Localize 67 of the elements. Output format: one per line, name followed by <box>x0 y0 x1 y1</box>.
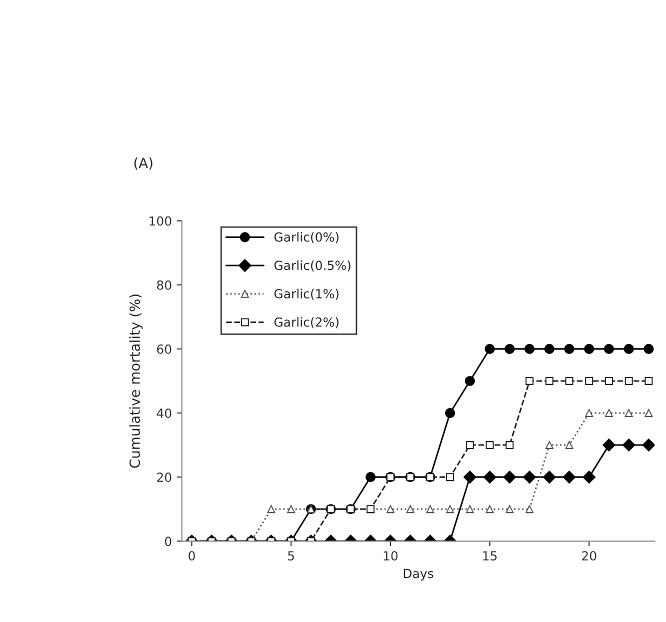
point <box>544 344 554 354</box>
point <box>463 470 476 484</box>
point <box>484 344 495 354</box>
point <box>565 441 574 450</box>
point <box>622 438 636 452</box>
point <box>545 441 554 450</box>
point <box>562 470 576 484</box>
point <box>644 376 653 385</box>
x-tick-label: 20 <box>582 551 596 561</box>
point <box>524 344 535 354</box>
point <box>526 376 534 385</box>
point <box>506 441 514 450</box>
point <box>466 441 474 450</box>
legend-label: Garlic(1%) <box>274 288 338 300</box>
y-tick-label: 0 <box>164 536 172 546</box>
x-tick-label: 5 <box>288 551 294 561</box>
point <box>523 470 536 484</box>
x-axis-title: Days <box>404 568 434 581</box>
point <box>267 505 276 514</box>
point <box>504 344 515 354</box>
x-tick-label: 15 <box>483 551 497 561</box>
point <box>604 376 613 385</box>
point <box>582 470 596 484</box>
y-tick-label: 100 <box>150 216 172 226</box>
point <box>386 505 394 514</box>
text: (A) <box>134 157 152 170</box>
y-tick-label: 40 <box>156 408 172 418</box>
point <box>585 409 594 417</box>
point <box>366 472 376 482</box>
point <box>446 473 454 482</box>
point <box>446 505 454 514</box>
point <box>486 505 494 514</box>
point <box>466 505 474 514</box>
legend-label: Garlic(2%) <box>274 317 338 328</box>
legend-label: Garlic(0%) <box>274 232 338 244</box>
point <box>483 470 496 484</box>
point <box>406 505 414 514</box>
x-tick-label: 0 <box>188 551 195 561</box>
point <box>426 505 434 514</box>
y-tick-label: 80 <box>157 280 172 290</box>
point <box>545 376 554 385</box>
point <box>287 505 296 514</box>
point <box>644 344 654 354</box>
y-tick-label: 20 <box>157 472 172 482</box>
point <box>642 438 655 452</box>
point <box>464 376 475 386</box>
point <box>604 409 613 417</box>
point <box>526 505 534 514</box>
point <box>604 344 614 354</box>
point <box>506 505 514 514</box>
point <box>624 376 633 385</box>
point <box>602 438 616 452</box>
y-tick-label: 60 <box>157 344 172 354</box>
point <box>486 441 494 450</box>
point <box>644 409 653 417</box>
point <box>565 376 574 385</box>
point <box>503 470 516 484</box>
legend-label: Garlic(0.5%) <box>274 260 350 272</box>
point <box>542 470 556 484</box>
point <box>624 409 633 417</box>
point <box>445 408 456 418</box>
point <box>564 344 574 354</box>
point <box>624 344 634 354</box>
y-axis-title: Cumulative mortality (%) <box>129 294 143 468</box>
point <box>584 344 594 354</box>
x-tick-label: 10 <box>384 551 398 561</box>
point <box>585 376 594 385</box>
